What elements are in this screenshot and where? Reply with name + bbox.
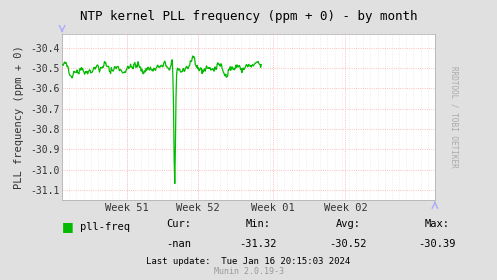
Text: Cur:: Cur:	[166, 219, 191, 229]
Text: Avg:: Avg:	[335, 219, 360, 229]
Y-axis label: PLL frequency (ppm + 0): PLL frequency (ppm + 0)	[14, 45, 24, 189]
Text: Last update:  Tue Jan 16 20:15:03 2024: Last update: Tue Jan 16 20:15:03 2024	[147, 257, 350, 266]
Text: -30.52: -30.52	[329, 239, 367, 249]
Text: -30.39: -30.39	[418, 239, 456, 249]
Text: Munin 2.0.19-3: Munin 2.0.19-3	[214, 267, 283, 276]
Text: -31.32: -31.32	[240, 239, 277, 249]
Text: pll-freq: pll-freq	[80, 222, 130, 232]
Text: RRDTOOL / TOBI OETIKER: RRDTOOL / TOBI OETIKER	[449, 66, 459, 168]
Text: NTP kernel PLL frequency (ppm + 0) - by month: NTP kernel PLL frequency (ppm + 0) - by …	[80, 10, 417, 23]
Text: Max:: Max:	[425, 219, 450, 229]
Text: Min:: Min:	[246, 219, 271, 229]
Text: ■: ■	[62, 220, 74, 233]
Text: -nan: -nan	[166, 239, 191, 249]
